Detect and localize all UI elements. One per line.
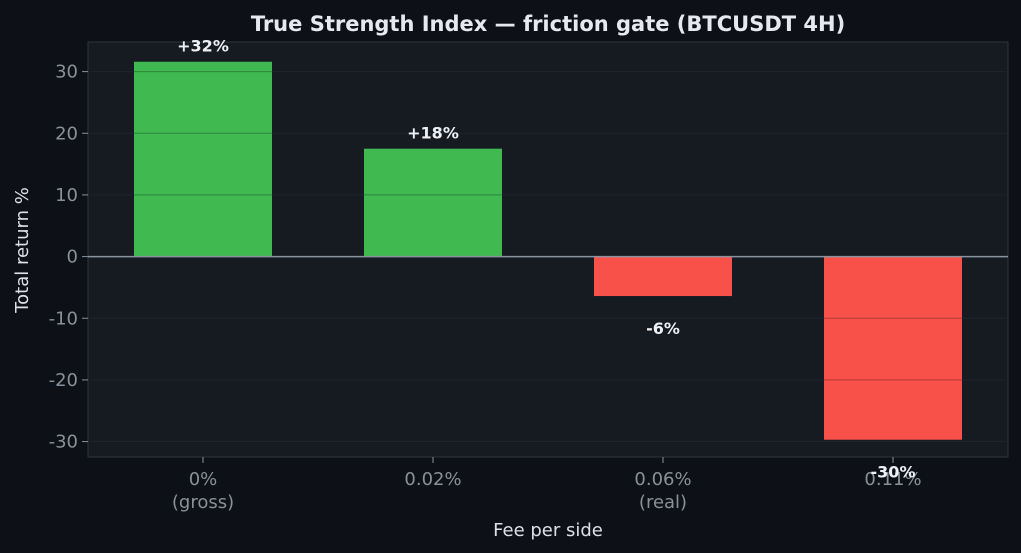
y-axis-ticks: 30 20 10 0 -10 -20 -30 — [49, 62, 88, 453]
y-tick-label: 10 — [55, 185, 78, 206]
bar-4 — [824, 256, 962, 440]
data-label: +32% — [177, 37, 229, 56]
x-tick-label: 0.11% — [864, 469, 921, 490]
bar-grid-overlay — [134, 71, 962, 381]
data-label: -6% — [646, 319, 680, 338]
x-axis-label: Fee per side — [493, 520, 603, 541]
chart-title: True Strength Index — friction gate (BTC… — [251, 12, 845, 36]
y-tick-label: 20 — [55, 123, 78, 144]
data-labels: +32% +18% -6% -30% — [177, 37, 915, 482]
x-tick-label: (gross) — [172, 492, 234, 513]
x-tick-label: 0.02% — [404, 469, 461, 490]
bar-2 — [364, 148, 502, 257]
y-tick-label: 30 — [55, 62, 78, 83]
bar-3 — [594, 256, 732, 297]
y-tick-label: -10 — [49, 308, 78, 329]
y-tick-label: 0 — [67, 247, 78, 268]
x-tick-label: 0% — [189, 469, 218, 490]
y-tick-label: -20 — [49, 370, 78, 391]
y-axis-label: Total return % — [12, 187, 33, 314]
x-axis-ticks: 0%(gross) 0.02% 0.06%(real) 0.11% — [172, 457, 922, 513]
bar-1 — [134, 61, 272, 257]
y-tick-label: -30 — [49, 432, 78, 453]
bars — [134, 61, 962, 440]
x-tick-label: (real) — [639, 492, 687, 513]
data-label: +18% — [407, 124, 459, 143]
x-tick-label: 0.06% — [634, 469, 691, 490]
data-label: -30% — [871, 463, 916, 482]
